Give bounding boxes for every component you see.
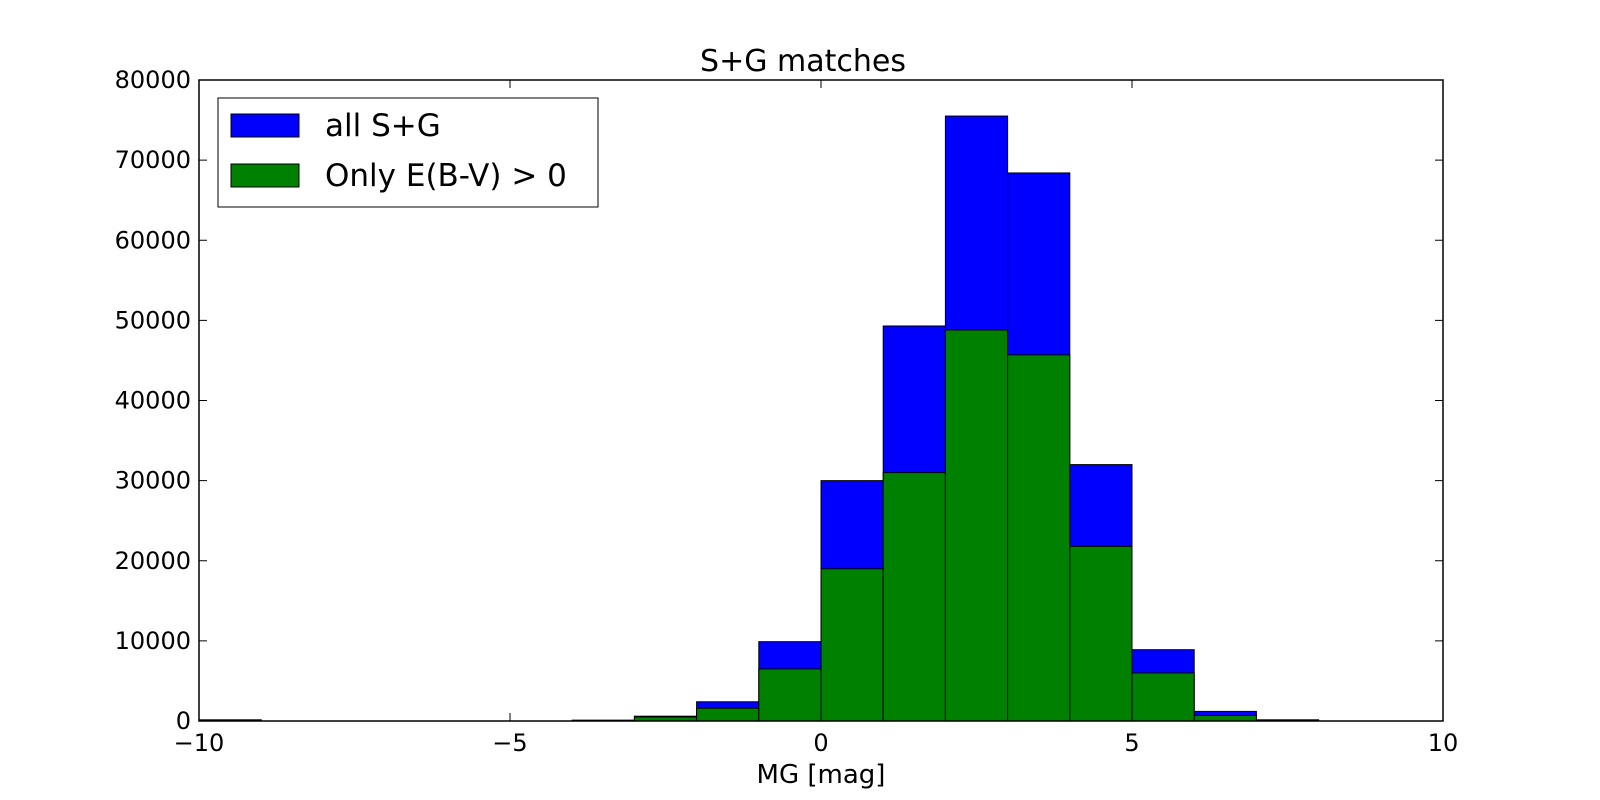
bar-series-1-bin-14 bbox=[1069, 545, 1133, 722]
y-tick-label: 20000 bbox=[115, 547, 191, 575]
y-tick-label: 70000 bbox=[115, 146, 191, 174]
chart-title: S+G matches bbox=[700, 44, 906, 79]
bar-series-1-bin-12 bbox=[944, 329, 1009, 722]
legend: all S+G Only E(B-V) > 0 bbox=[217, 97, 599, 208]
plot-area-frame bbox=[198, 79, 1444, 722]
x-tick-label: 0 bbox=[813, 729, 828, 757]
y-tick-label: 50000 bbox=[115, 306, 191, 334]
x-tick-label: −10 bbox=[174, 729, 225, 757]
bar-series-1-bin-10 bbox=[820, 568, 884, 722]
y-tick-label: 30000 bbox=[115, 467, 191, 495]
bar-series-1-bin-11 bbox=[882, 472, 946, 722]
bar-series-1-bin-16 bbox=[1193, 714, 1257, 722]
x-tick-label: 5 bbox=[1124, 729, 1139, 757]
x-axis-label: MG [mag] bbox=[757, 760, 886, 790]
legend-label-0: all S+G bbox=[325, 108, 441, 144]
bars-layer bbox=[198, 115, 1320, 722]
bar-series-1-bin-15 bbox=[1131, 672, 1195, 722]
y-tick-label: 40000 bbox=[115, 387, 191, 415]
y-tick-label: 0 bbox=[176, 707, 191, 735]
legend-swatch-0 bbox=[230, 113, 300, 138]
x-tick-label: 10 bbox=[1428, 729, 1459, 757]
x-tick-label: −5 bbox=[492, 729, 527, 757]
ticks-layer: −10 −5 0 5 10 0 10000 20000 30000 40000 50000 60000… bbox=[115, 66, 1459, 757]
bar-series-1-bin-13 bbox=[1007, 354, 1071, 722]
legend-label-1: Only E(B-V) > 0 bbox=[325, 158, 567, 194]
y-tick-label: 10000 bbox=[115, 627, 191, 655]
legend-swatch-1 bbox=[230, 163, 300, 188]
bar-series-1-bin-9 bbox=[758, 668, 822, 722]
y-tick-label: 80000 bbox=[115, 66, 191, 94]
y-tick-label: 60000 bbox=[115, 226, 191, 254]
bar-series-1-bin-8 bbox=[696, 707, 760, 722]
